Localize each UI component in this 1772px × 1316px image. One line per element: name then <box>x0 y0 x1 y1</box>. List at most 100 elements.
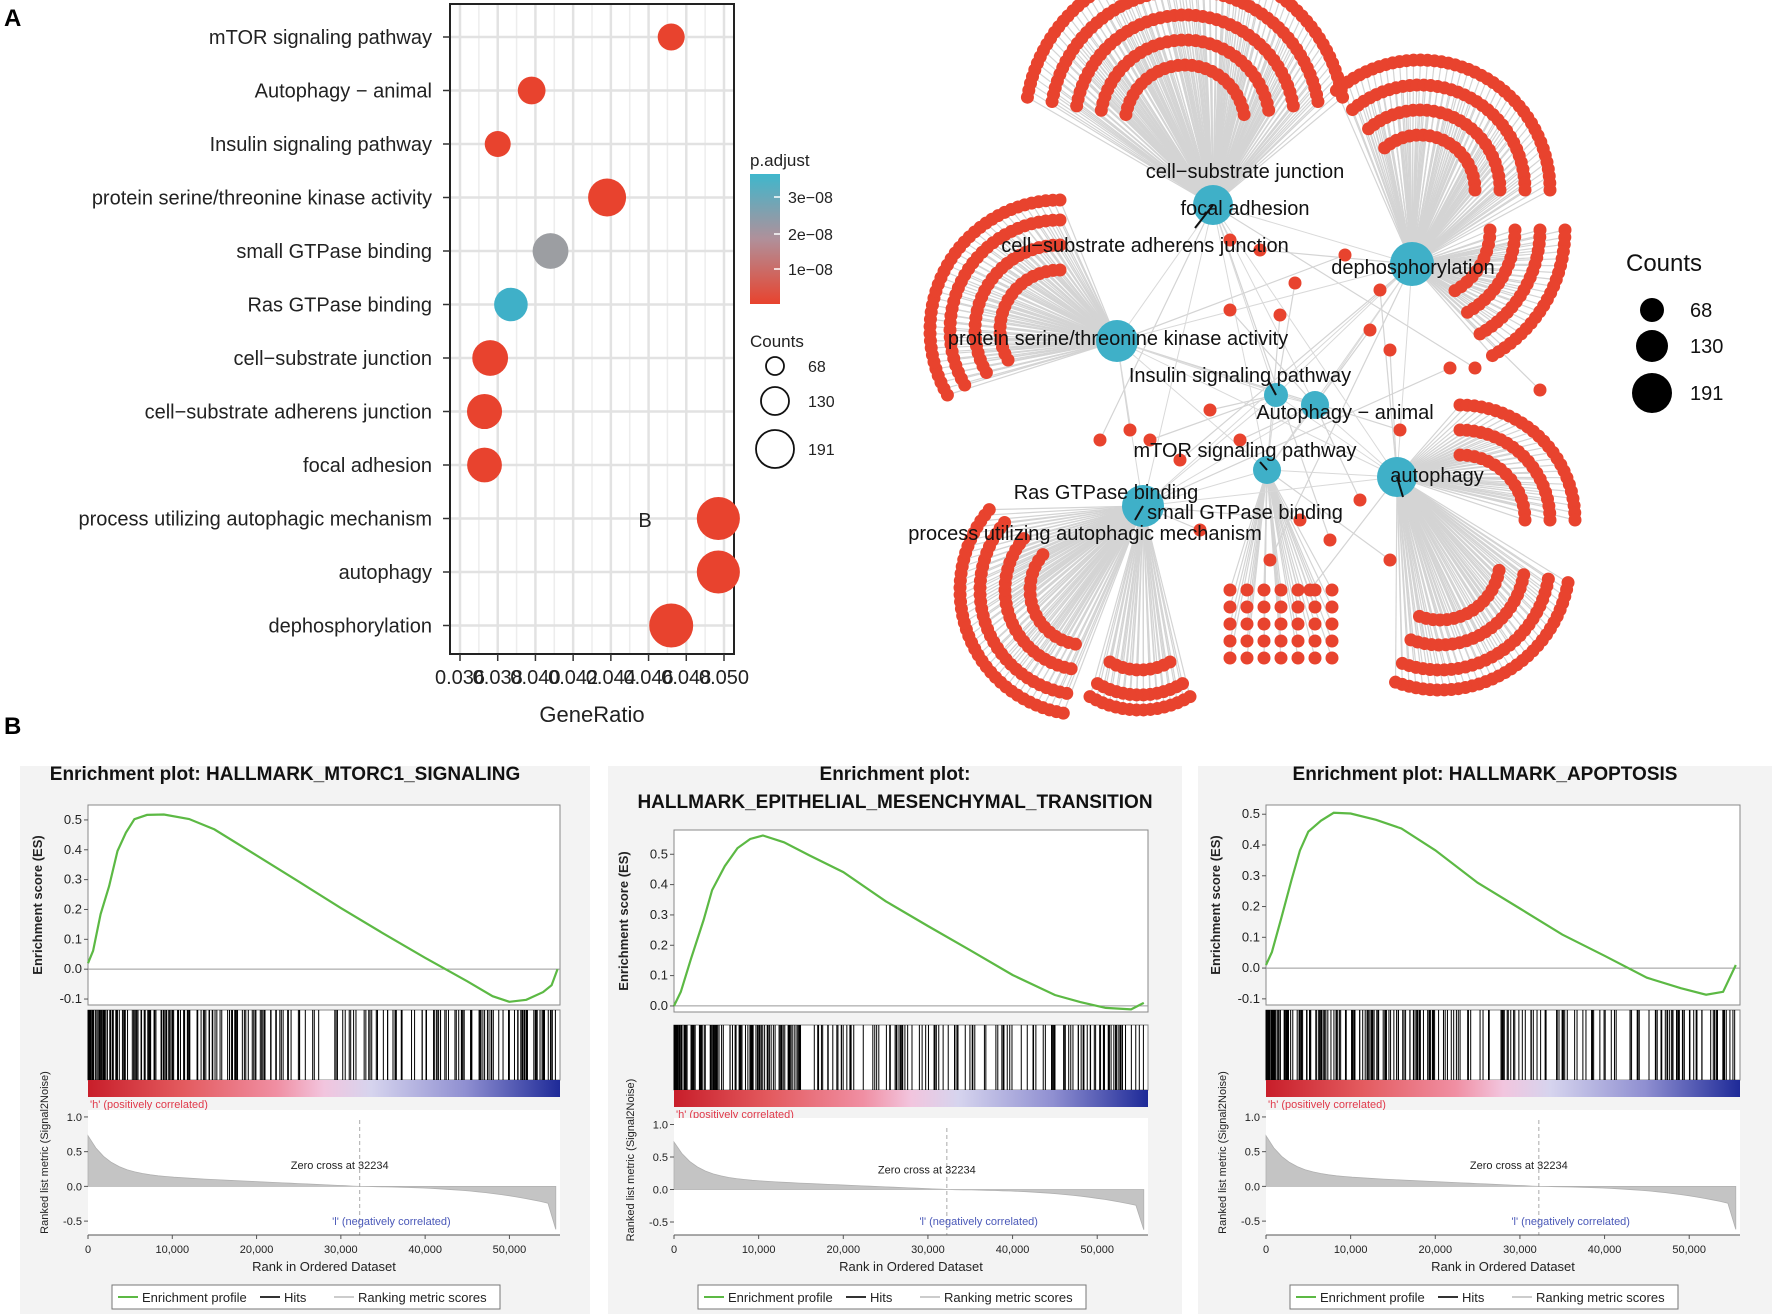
gsea-es-ytick-label: -0.1 <box>1238 991 1260 1006</box>
network-edge <box>1116 204 1214 342</box>
gsea-es-ytick-label: 0.3 <box>1242 868 1260 883</box>
network-edge <box>974 231 1118 342</box>
gsea-x-tick-label: 0 <box>85 1244 91 1256</box>
network-gene-node <box>1486 349 1499 363</box>
network-gene-node <box>1518 513 1532 527</box>
network-edge <box>995 505 1144 678</box>
network-gene-node <box>1233 433 1247 447</box>
network-label-leader <box>1396 476 1404 498</box>
network-gene-node <box>1323 533 1337 547</box>
gsea-es-ytick-label: 0.1 <box>1242 929 1260 944</box>
network-gene-node <box>1257 600 1271 614</box>
network-gene-node <box>1533 383 1547 397</box>
network-edge <box>1142 394 1277 507</box>
network-edge <box>1411 66 1463 265</box>
network-edge <box>1396 415 1510 478</box>
network-edge <box>1396 476 1551 630</box>
network-edge <box>1396 476 1523 661</box>
network-edge <box>1411 71 1476 265</box>
network-label-leader <box>1194 204 1214 229</box>
dotplot-point <box>466 393 503 430</box>
network-edge <box>981 505 1144 662</box>
network-term-node <box>1390 242 1434 286</box>
gsea-x-tick-label: 20,000 <box>240 1244 274 1256</box>
network-edge <box>1016 505 1144 696</box>
padjust-tick-label: 3e−08 <box>788 190 833 207</box>
network-edge <box>1266 469 1316 625</box>
dotplot-category-label: cell−substrate junction <box>234 348 432 370</box>
network-gene-node <box>1274 583 1288 597</box>
network-gene-node <box>1393 423 1407 437</box>
network-edge <box>1197 0 1214 206</box>
network-edge <box>1209 0 1214 206</box>
dotplot-category-label: cell−substrate adherens junction <box>145 402 432 424</box>
network-edge <box>1099 204 1214 441</box>
network-gene-node <box>1274 634 1288 648</box>
network-edge <box>1116 340 1398 478</box>
gsea-metric-area <box>88 1110 560 1235</box>
network-gene-node <box>1083 0 1095 4</box>
network-edge <box>1275 394 1398 478</box>
network-label-leader <box>1134 505 1144 521</box>
network-term-label: process utilizing autophagic mechanism <box>908 523 1262 545</box>
gsea-metric-area <box>674 1118 1148 1235</box>
gsea-metric-area-fill <box>1265 1134 1737 1230</box>
network-term-node <box>1301 391 1329 419</box>
network-edge <box>1396 476 1567 591</box>
network-edge <box>1142 505 1152 710</box>
network-gene-node <box>1274 600 1288 614</box>
network-edge <box>1154 0 1214 206</box>
network-gene-node <box>1338 248 1352 262</box>
gsea-es-ytick-label: 0.0 <box>650 998 668 1013</box>
network-edge <box>1212 204 1413 265</box>
network-edge <box>985 505 1144 668</box>
network-counts-label: 130 <box>1690 336 1723 358</box>
network-edge <box>1000 505 1144 683</box>
network-edge <box>1396 476 1518 666</box>
counts-legend-label: 68 <box>808 359 826 376</box>
network-edge <box>1029 505 1144 703</box>
network-edge <box>1212 0 1229 206</box>
network-edge <box>1058 26 1214 206</box>
gsea-panels: Enrichment plot: HALLMARK_MTORC1_SIGNALI… <box>20 764 1772 1314</box>
network-edge <box>943 340 1118 390</box>
network-gene-node <box>1257 583 1271 597</box>
network-counts-circle <box>1640 298 1664 322</box>
network-edge <box>1396 476 1424 689</box>
network-gene-node <box>1363 323 1377 337</box>
network-edge <box>1396 476 1512 670</box>
network-edge <box>1411 263 1541 391</box>
network-edge <box>1353 78 1413 265</box>
network-gene-node <box>1262 103 1276 117</box>
network-edge <box>1108 505 1144 706</box>
network-gene-node <box>1468 361 1482 375</box>
gsea-metric-ytick-label: 1.0 <box>67 1112 82 1124</box>
gsea-metric-ytick-label: -0.5 <box>1241 1216 1260 1228</box>
network-edge <box>1396 476 1529 657</box>
network-edge <box>1396 476 1403 685</box>
network-edge <box>1212 204 1277 396</box>
gsea-x-tick-label: 30,000 <box>1503 1244 1537 1256</box>
gsea-title: Enrichment plot: HALLMARK_MTORC1_SIGNALI… <box>50 764 520 785</box>
network-edge <box>950 258 1118 342</box>
gsea-legend-item: Hits <box>1462 1290 1485 1305</box>
network-gene-node <box>1395 656 1409 670</box>
network-edge <box>1378 66 1413 265</box>
gsea-metric-ytick-label: 0.5 <box>67 1147 82 1159</box>
padjust-colorbar <box>750 174 780 304</box>
network-term-label: protein serine/threonine kinase activity <box>948 328 1288 350</box>
network-edge <box>964 505 1144 624</box>
network-gene-node <box>1493 183 1507 197</box>
network-edge <box>933 297 1118 342</box>
network-edge <box>1266 469 1391 561</box>
dotplot-point <box>649 603 694 648</box>
network-edge <box>1396 476 1500 677</box>
network-gene-node <box>1543 183 1557 197</box>
network-gene-node <box>1404 633 1418 647</box>
network-edge <box>1027 96 1214 206</box>
network-gene-node <box>1240 600 1254 614</box>
network-gene-node <box>1325 651 1339 665</box>
counts-legend-circle <box>755 429 795 469</box>
network-edge <box>1147 0 1214 206</box>
network-edge <box>1411 61 1443 265</box>
